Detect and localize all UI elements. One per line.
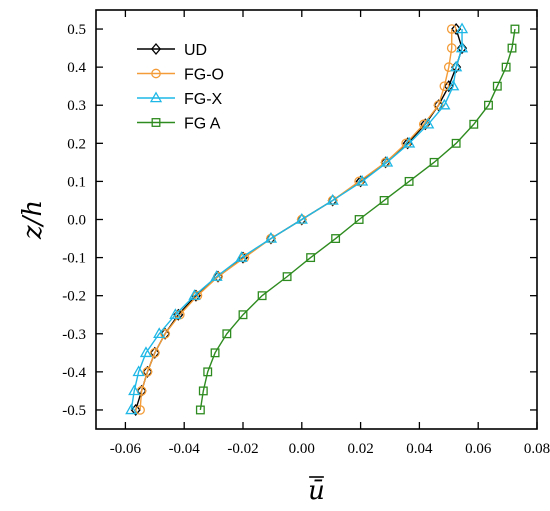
data-point xyxy=(235,251,248,262)
series-fg-a xyxy=(195,24,520,415)
y-tick-label: -0.3 xyxy=(62,327,86,343)
series-line xyxy=(139,29,453,411)
series-fg-x xyxy=(125,22,469,415)
y-tick-label: 0.2 xyxy=(67,136,86,152)
x-tick-label: -0.02 xyxy=(227,441,258,457)
x-tick-label: 0.00 xyxy=(289,441,315,457)
data-point xyxy=(422,117,435,129)
legend-marker xyxy=(149,91,163,103)
data-point xyxy=(469,119,479,129)
data-point xyxy=(510,24,520,34)
data-point xyxy=(450,60,463,72)
data-point xyxy=(142,367,153,377)
y-tick-label: 0.5 xyxy=(67,22,86,38)
y-tick-label: 0.1 xyxy=(67,174,86,190)
data-point xyxy=(210,270,223,281)
x-tick-label: 0.02 xyxy=(347,441,373,457)
series-line xyxy=(130,29,463,411)
y-tick-label: 0.4 xyxy=(67,60,86,76)
data-point xyxy=(132,365,145,377)
data-point xyxy=(160,327,171,340)
y-tick-label: 0.3 xyxy=(67,98,86,114)
data-point xyxy=(188,289,201,300)
legend-marker xyxy=(150,42,162,56)
data-point xyxy=(354,215,364,224)
data-point xyxy=(439,81,450,92)
data-point xyxy=(195,405,205,415)
legend-item: FG-O xyxy=(137,67,224,84)
data-point xyxy=(257,291,267,301)
x-axis-title: ū xyxy=(308,476,325,506)
legend-item: FG-X xyxy=(137,91,223,108)
legend-item: FG A xyxy=(137,116,221,133)
y-axis-title: z/h xyxy=(18,200,48,240)
data-point xyxy=(438,98,451,110)
data-point xyxy=(331,234,341,243)
data-point xyxy=(238,310,248,320)
x-tick-label: -0.04 xyxy=(169,441,201,457)
data-point xyxy=(198,386,208,396)
data-point xyxy=(142,365,153,378)
data-point xyxy=(210,348,220,358)
data-point xyxy=(135,405,145,415)
legend-label: FG A xyxy=(184,116,221,133)
data-point xyxy=(203,367,213,377)
data-point xyxy=(456,42,468,55)
y-tick-label: -0.5 xyxy=(62,403,86,419)
data-point xyxy=(404,176,414,186)
y-tick-label: -0.1 xyxy=(62,251,86,267)
y-tick-label: -0.2 xyxy=(62,289,86,305)
data-point xyxy=(507,43,517,53)
legend-marker xyxy=(151,118,161,127)
x-tick-label: 0.06 xyxy=(465,441,492,457)
data-point xyxy=(379,196,389,205)
data-point xyxy=(455,22,469,34)
data-point xyxy=(128,384,141,396)
data-point xyxy=(429,157,439,167)
legend-marker xyxy=(151,68,161,79)
legend-label: UD xyxy=(184,42,207,59)
data-point xyxy=(501,62,511,72)
data-point xyxy=(153,327,166,339)
data-point xyxy=(306,253,316,263)
x-tick-label: 0.08 xyxy=(524,441,550,457)
data-point xyxy=(149,346,160,359)
legend-label: FG-X xyxy=(184,91,223,108)
y-tick-label: 0.0 xyxy=(67,213,86,229)
data-point xyxy=(149,347,160,358)
data-point xyxy=(355,174,369,186)
series-layer xyxy=(125,22,520,416)
x-tick-label: -0.06 xyxy=(110,441,142,457)
legend: UD FG-O FG-X FG A xyxy=(137,42,224,133)
data-point xyxy=(484,100,493,110)
legend-label: FG-O xyxy=(184,67,224,84)
data-point xyxy=(451,23,462,36)
data-point xyxy=(447,79,460,91)
data-point xyxy=(446,24,457,34)
data-point xyxy=(169,308,182,319)
data-point xyxy=(455,41,469,53)
axis-ticks: -0.06 -0.04 -0.02 0.00 0.02 0.04 0.06 0.08 -0.5 -… xyxy=(62,10,550,457)
plot-frame xyxy=(95,9,538,430)
x-tick-label: 0.04 xyxy=(406,441,433,457)
data-point xyxy=(446,43,457,53)
legend-item: UD xyxy=(137,42,207,59)
y-tick-label: -0.4 xyxy=(62,365,86,381)
data-point xyxy=(222,329,232,339)
data-point xyxy=(402,136,416,148)
data-point xyxy=(295,212,308,224)
data-point xyxy=(326,193,339,205)
data-point xyxy=(264,232,278,243)
data-point xyxy=(139,346,153,358)
series-line xyxy=(199,28,516,411)
data-point xyxy=(451,138,461,148)
data-point xyxy=(433,99,444,112)
data-point xyxy=(492,81,502,91)
data-point xyxy=(282,272,292,282)
data-point xyxy=(125,403,138,415)
data-point xyxy=(380,155,394,167)
